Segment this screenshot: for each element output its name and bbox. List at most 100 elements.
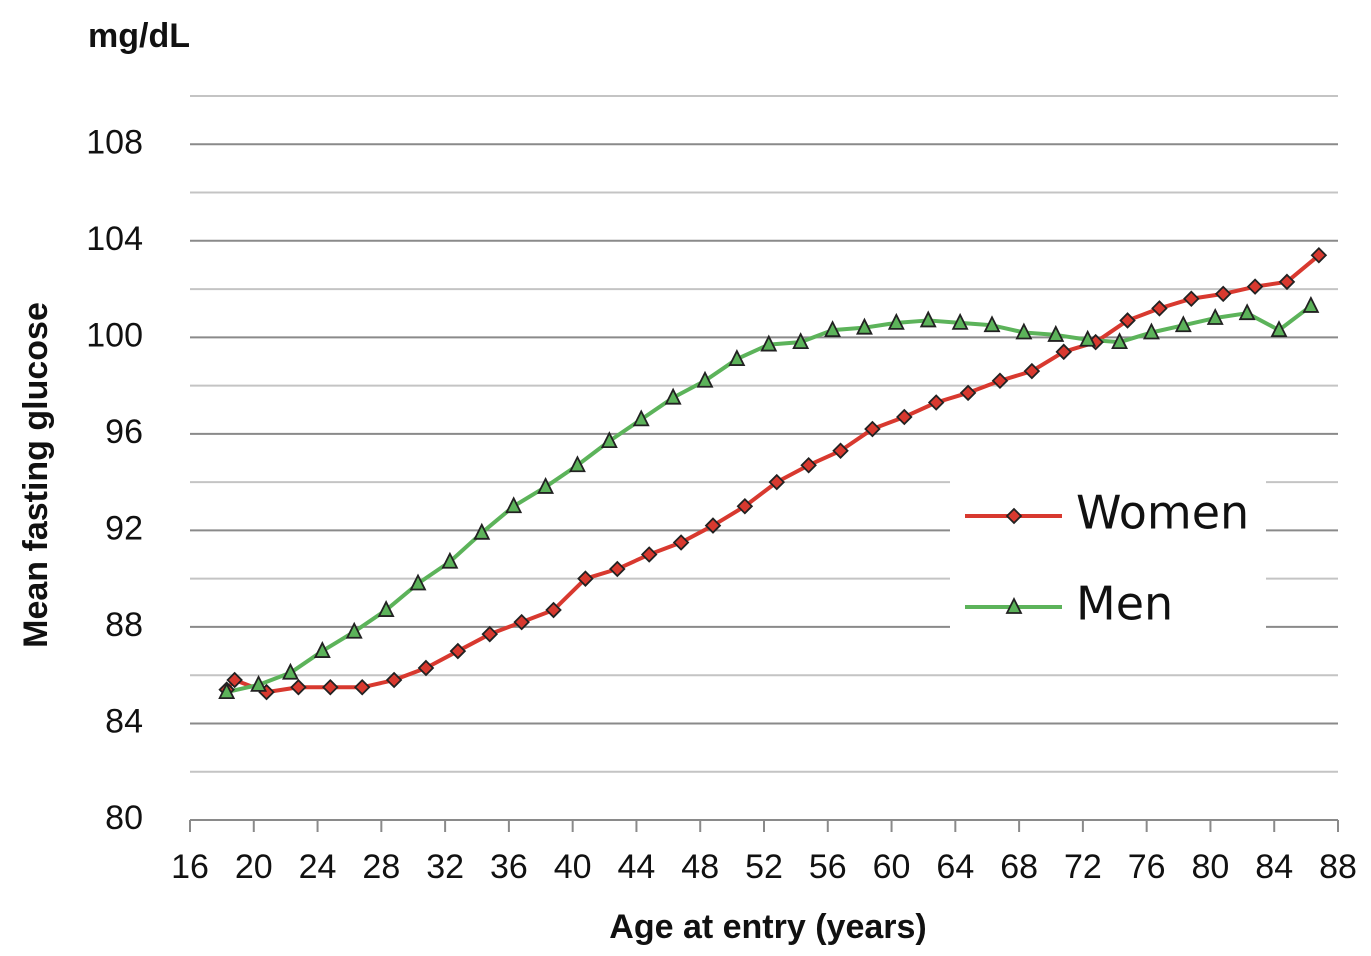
y-tick-label: 92 <box>105 509 143 547</box>
x-tick-label: 80 <box>1192 848 1230 886</box>
x-tick-label: 52 <box>745 848 783 886</box>
triangle-marker <box>824 320 842 337</box>
triangle-marker <box>218 682 236 699</box>
triangle-marker <box>1047 324 1065 342</box>
x-tick-label: 64 <box>936 848 974 886</box>
triangle-marker <box>855 317 873 335</box>
diamond-marker <box>577 570 594 587</box>
triangle-marker <box>313 641 331 658</box>
triangle-marker <box>919 310 937 328</box>
triangle-marker <box>600 431 618 449</box>
diamond-marker <box>609 560 626 578</box>
diamond-marker <box>800 456 817 474</box>
diamond-marker <box>449 642 467 660</box>
x-tick-label: 56 <box>809 848 847 886</box>
diamond-marker <box>353 678 371 696</box>
x-tick-label: 40 <box>554 848 592 886</box>
x-tick-label: 20 <box>235 848 273 886</box>
diamond-marker <box>927 394 945 411</box>
diamond-marker <box>1246 278 1264 295</box>
y-tick-label: 84 <box>105 702 143 740</box>
triangle-marker <box>632 409 650 427</box>
x-tick-label: 24 <box>299 848 337 886</box>
triangle-marker <box>345 621 363 639</box>
diamond-marker <box>1055 343 1073 361</box>
triangle-marker <box>281 662 299 680</box>
diamond-marker <box>672 534 690 551</box>
triangle-marker <box>1079 329 1097 347</box>
triangle-marker <box>505 496 523 514</box>
triangle-marker <box>1005 596 1023 614</box>
triangle-marker <box>1302 295 1320 313</box>
x-tick-label: 16 <box>171 848 209 886</box>
y-tick-label: 104 <box>86 220 143 258</box>
triangle-marker <box>537 476 555 494</box>
triangle-marker <box>983 315 1001 333</box>
x-tick-label: 44 <box>618 848 656 886</box>
x-tick-label: 36 <box>490 848 528 886</box>
diamond-marker <box>896 408 913 426</box>
y-tick-label: 80 <box>105 799 143 837</box>
triangle-marker <box>728 349 746 366</box>
triangle-marker <box>887 312 905 330</box>
x-tick-label: 68 <box>1000 848 1038 886</box>
triangle-marker <box>664 387 682 405</box>
diamond-marker <box>1023 362 1041 380</box>
legend-label: Men <box>1076 577 1173 631</box>
x-tick-label: 76 <box>1128 848 1166 886</box>
diamond-marker <box>1005 507 1023 525</box>
y-tick-label: 100 <box>86 316 143 354</box>
triangle-marker <box>1206 308 1224 325</box>
diamond-marker <box>226 671 243 689</box>
x-tick-label: 72 <box>1064 848 1102 886</box>
diamond-marker <box>385 671 403 689</box>
x-tick-label: 84 <box>1255 848 1293 886</box>
legend-box <box>950 478 1266 646</box>
triangle-marker <box>250 674 268 692</box>
x-axis-title: Age at entry (years) <box>609 908 926 946</box>
diamond-marker <box>1278 273 1296 291</box>
triangle-marker <box>1015 322 1033 340</box>
triangle-marker <box>760 334 778 352</box>
diamond-marker <box>322 678 339 696</box>
diamond-marker <box>513 613 530 631</box>
x-tick-label: 28 <box>362 848 400 886</box>
diamond-marker <box>1214 285 1232 303</box>
x-tick-label: 32 <box>426 848 464 886</box>
diamond-marker <box>832 442 849 460</box>
triangle-marker <box>1270 320 1288 337</box>
diamond-marker <box>991 372 1009 390</box>
diamond-marker <box>640 546 658 563</box>
triangle-marker <box>568 455 586 473</box>
diamond-marker <box>736 497 754 515</box>
diamond-marker <box>481 625 499 643</box>
diamond-marker <box>545 601 562 619</box>
triangle-marker <box>473 522 491 540</box>
triangle-marker <box>792 332 810 350</box>
diamond-marker <box>1119 312 1136 329</box>
y-axis-title: Mean fasting glucose <box>17 302 55 648</box>
triangle-marker <box>1238 303 1256 321</box>
y-tick-label: 88 <box>105 606 143 644</box>
triangle-marker <box>409 573 427 591</box>
diamond-marker <box>768 473 786 491</box>
diamond-marker <box>704 517 722 534</box>
triangle-marker <box>1142 322 1160 340</box>
triangle-marker <box>441 551 459 569</box>
triangle-marker <box>1174 315 1192 333</box>
triangle-marker <box>696 370 714 388</box>
diamond-marker <box>290 678 307 696</box>
triangle-marker <box>951 312 969 330</box>
diamond-marker <box>1183 290 1200 307</box>
diamond-marker <box>1310 247 1328 264</box>
diamond-marker <box>417 659 435 677</box>
y-tick-label: 96 <box>105 413 143 451</box>
y-tick-label: 108 <box>86 123 143 161</box>
x-tick-label: 48 <box>681 848 719 886</box>
x-tick-label: 88 <box>1319 848 1357 886</box>
diamond-marker <box>959 384 977 402</box>
diamond-marker <box>1151 300 1168 317</box>
y-unit: mg/dL <box>88 17 190 55</box>
